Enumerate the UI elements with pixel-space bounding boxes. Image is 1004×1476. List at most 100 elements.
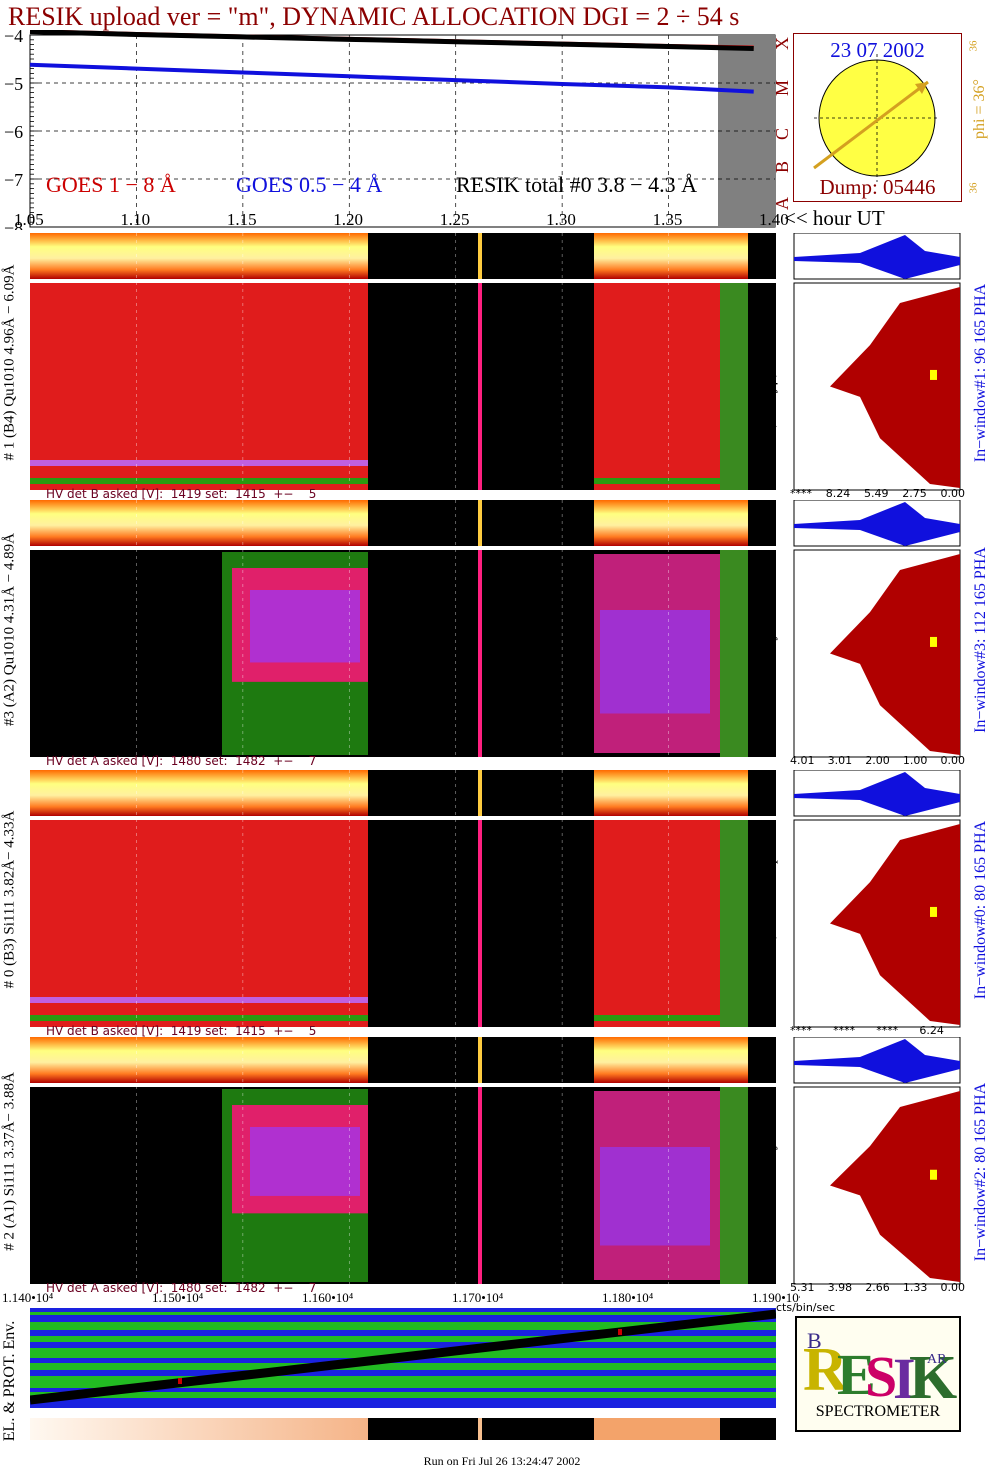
integrated-strip-segment <box>478 500 482 546</box>
time-tick-label: 1.30 <box>546 210 576 229</box>
integrated-strip-segment <box>30 233 368 279</box>
svg-text:B: B <box>807 1328 822 1353</box>
phi-top-value: 36 <box>967 40 980 52</box>
legend-goes-short: GOES 0.5 − 4 Å <box>236 172 383 197</box>
spectrogram-segment <box>482 820 594 1027</box>
detector-panel: # 1 (B4) Qu1010 4.96Å − 6.09Å SXV, Si Lyβ… <box>0 233 1004 505</box>
lc-series-1 <box>29 62 754 94</box>
spectrogram-green-band <box>30 1015 368 1021</box>
env-panel <box>30 1308 776 1408</box>
lc-ytick-label: −8 <box>4 218 23 230</box>
pha-tick: 5.49 <box>864 487 889 500</box>
sun-date: 23 07 2002 <box>830 38 925 62</box>
pha-lower-histogram <box>830 287 960 488</box>
svg-text:AR: AR <box>927 1352 947 1367</box>
pha-tick-labels: **** **** **** 6.24 <box>790 1024 965 1037</box>
pha-tick: **** <box>833 1024 856 1037</box>
lc-ytick-label: −6 <box>4 122 23 142</box>
legend-goes-long: GOES 1 − 8 Å <box>46 172 176 197</box>
spectrogram-segment <box>368 1087 478 1284</box>
integrated-strip-segment <box>30 500 368 546</box>
pha-tick: 2.00 <box>865 754 890 767</box>
spectrogram-green-band <box>594 478 720 484</box>
spectrogram-violet-band <box>30 997 368 1003</box>
integrated-strip-segment <box>594 1037 720 1083</box>
env-band <box>30 1336 776 1342</box>
spectrogram-flare-peak <box>250 590 360 663</box>
integrated-strip-segment <box>720 1037 748 1083</box>
time-axis: 1.05 1.10 1.15 1.20 1.25 1.30 1.35 1.40 <box>14 210 789 229</box>
time-tick-label: 1.05 <box>14 210 44 229</box>
integrated-strip-segment <box>482 233 594 279</box>
detector-panel: # 0 (B3) Si111 3.82Å− 4.33Å Ar XVIIw, SXV… <box>0 770 1004 1042</box>
integrated-strip-segment <box>748 770 776 816</box>
pha-tick: 6.24 <box>919 1024 944 1037</box>
pha-lower-histogram <box>830 1091 960 1282</box>
time-tick-label: 1.15 <box>227 210 257 229</box>
pha-upper-box <box>793 500 961 547</box>
pha-tick: 0.00 <box>940 487 966 500</box>
pha-lower-box <box>793 549 961 758</box>
spectrogram-segment <box>748 283 776 490</box>
integrated-strip-segment <box>478 1037 482 1083</box>
integrated-strip-segment <box>482 770 594 816</box>
spectrogram-segment <box>482 550 594 757</box>
pha-upper-histogram <box>794 502 960 546</box>
spectrogram-segment <box>30 820 368 1027</box>
spectrogram-edge-column <box>720 820 748 1027</box>
pha-upper-histogram <box>794 235 960 279</box>
spectrogram-segment <box>30 1087 368 1284</box>
integrated-strip-segment <box>368 233 478 279</box>
pha-lower-box <box>793 282 961 491</box>
goes-class-label: B <box>772 161 792 173</box>
svg-text:S: S <box>865 1344 897 1409</box>
pha-upper-histogram <box>794 1039 960 1083</box>
integrated-strip-segment <box>594 500 720 546</box>
seconds-tick-label: 1.150•10⁴ <box>152 1290 204 1305</box>
detector-panel: # 2 (A1) Si111 3.37Å− 3.88Å K XVIIIw Ar L… <box>0 1037 1004 1299</box>
pha-tick: **** <box>790 487 812 500</box>
phi-label: phi = 36° <box>971 79 988 139</box>
x-axis-label: << hour UT <box>784 206 885 230</box>
spectrogram-violet-band <box>30 460 368 466</box>
pha-lower-histogram <box>830 824 960 1025</box>
detector-graphics <box>30 233 961 491</box>
in-window-label: In−window#0: 80 165 PHA <box>972 820 989 1000</box>
detector-graphics <box>30 1037 961 1285</box>
spectrogram-segment <box>478 1087 482 1284</box>
spectrogram-segment <box>482 1087 594 1284</box>
spectrogram-segment <box>720 283 748 490</box>
spectrogram-segment <box>594 820 720 1027</box>
lc-ytick-label: −5 <box>4 74 23 94</box>
sun-panel: 23 07 2002 Dump: 05446 <box>793 33 962 202</box>
lightcurve-chart: −4 −5 −6 −7 −8 X M C B A <box>4 30 792 230</box>
spectrogram-late-core <box>594 1091 720 1280</box>
run-timestamp: Run on Fri Jul 26 13:24:47 2002 <box>423 1454 581 1468</box>
env-trend-line <box>30 1309 776 1405</box>
pha-tick: 1.33 <box>902 1281 928 1294</box>
spectrogram-segment <box>368 283 478 490</box>
pha-tick: 3.01 <box>827 754 853 767</box>
spectrogram-segment <box>594 550 720 757</box>
svg-text:R: R <box>803 1336 849 1404</box>
integrated-strip-segment <box>720 233 748 279</box>
pha-tick: 3.98 <box>827 1281 853 1294</box>
pha-upper-box <box>793 770 961 817</box>
spectrogram-green-band <box>594 1015 720 1021</box>
integrated-strip-segment <box>368 1037 478 1083</box>
pha-marker <box>930 636 937 647</box>
in-window-label: In−window#1: 96 165 PHA <box>972 283 989 463</box>
pha-marker <box>930 1169 937 1180</box>
dump-number: Dump: 05446 <box>819 175 936 199</box>
spectrogram-segment <box>594 1087 720 1284</box>
detector-label: # 2 (A1) Si111 3.37Å− 3.88Å <box>1 1072 18 1251</box>
detector-label: # 1 (B4) Qu1010 4.96Å − 6.09Å <box>1 264 18 461</box>
time-tick-label: 1.25 <box>440 210 470 229</box>
time-tick-label: 1.10 <box>120 210 150 229</box>
spectrogram-segment <box>748 550 776 757</box>
logo-caption: SPECTROMETER <box>815 1403 941 1420</box>
seconds-tick-label: 1.170•10⁴ <box>452 1290 504 1305</box>
integrated-strip-segment <box>30 770 368 816</box>
seconds-axis: 1.140•10⁴ 1.150•10⁴ 1.160•10⁴ 1.170•10⁴ 1.18… <box>2 1290 800 1305</box>
detector-panel: #3 (A2) Qu1010 4.31Å − 4.89Å S XVI Lya In−… <box>0 500 1004 772</box>
